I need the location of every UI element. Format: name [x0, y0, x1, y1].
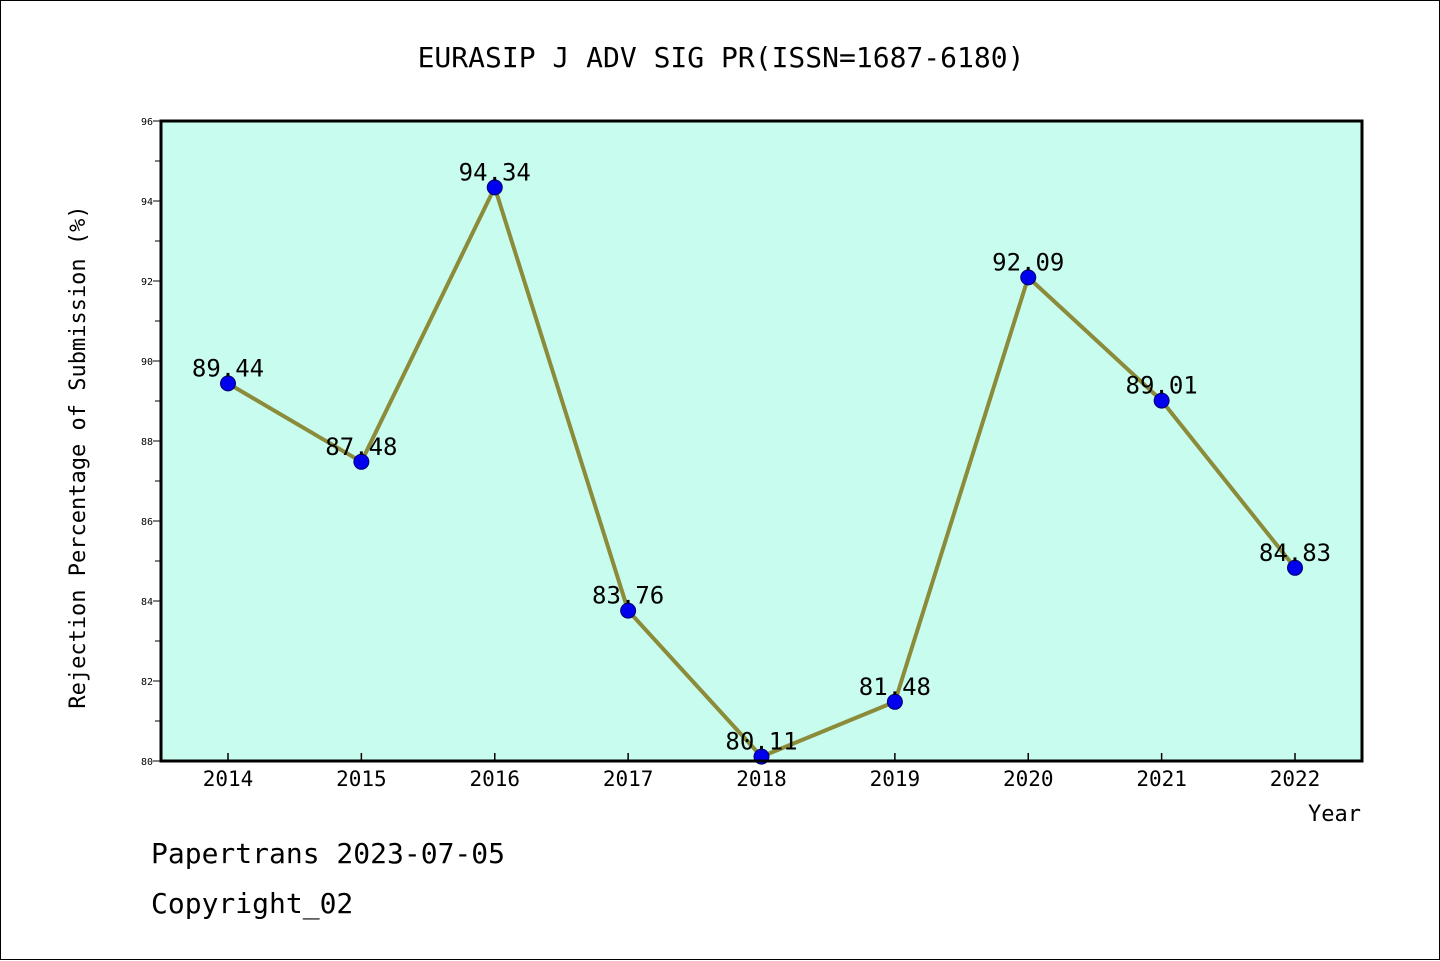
- data-label: 94.34: [459, 158, 531, 186]
- x-tick-label: 2019: [870, 767, 921, 791]
- data-labels: 89.44 87.48 94.34 83.76 80.11 81.48 92.09 89.01…: [192, 158, 1331, 755]
- data-point: [620, 602, 637, 619]
- data-point: [486, 179, 503, 196]
- data-label: 89.01: [1126, 372, 1198, 400]
- x-tick-label: 2017: [603, 767, 654, 791]
- data-label: 84.83: [1259, 539, 1331, 567]
- y-tick-label: 84: [141, 597, 153, 608]
- y-tick-label: 96: [141, 117, 153, 128]
- data-label: 83.76: [592, 582, 664, 610]
- plot-border: [159, 119, 1364, 763]
- x-tick-label: 2015: [336, 767, 387, 791]
- data-point: [1153, 392, 1170, 409]
- data-label: 81.48: [859, 673, 931, 701]
- data-point: [886, 693, 903, 710]
- x-tick-label: 2016: [469, 767, 520, 791]
- y-axis-title: Rejection Percentage of Submission (%): [66, 205, 91, 708]
- x-tick-label: 2018: [736, 767, 787, 791]
- series-markers: [220, 179, 1303, 765]
- footer-copyright: Copyright_02: [151, 887, 354, 920]
- y-tick-label: 86: [141, 517, 153, 528]
- data-label: 80.11: [725, 728, 797, 756]
- plot-area: [161, 121, 1362, 761]
- data-label: 87.48: [325, 433, 397, 461]
- x-tick-label: 2022: [1270, 767, 1321, 791]
- data-point: [353, 453, 370, 470]
- data-point: [220, 375, 236, 392]
- y-tick-label: 94: [141, 197, 153, 208]
- y-tick-label: 92: [141, 277, 153, 288]
- data-point: [1287, 559, 1303, 576]
- data-point: [1020, 269, 1037, 286]
- y-tick-label: 90: [141, 357, 153, 368]
- y-tick-label: 82: [141, 677, 153, 688]
- x-tick-label: 2021: [1136, 767, 1187, 791]
- x-tick-label: 2014: [203, 767, 254, 791]
- y-tick-label: 80: [141, 757, 153, 768]
- y-tick-label: 88: [141, 437, 153, 448]
- x-tick-label: 2020: [1003, 767, 1054, 791]
- data-label: 89.44: [192, 354, 264, 382]
- x-axis-title: Year: [1308, 802, 1361, 827]
- footer-date: Papertrans 2023-07-05: [151, 837, 506, 870]
- data-label: 92.09: [992, 248, 1064, 276]
- axis-ticks: 80 82 84 86 88 90 92 94 96 2014 2015 2016 2017 2018 20…: [141, 117, 1320, 791]
- chart-title: EURASIP J ADV SIG PR(ISSN=1687-6180): [418, 41, 1025, 74]
